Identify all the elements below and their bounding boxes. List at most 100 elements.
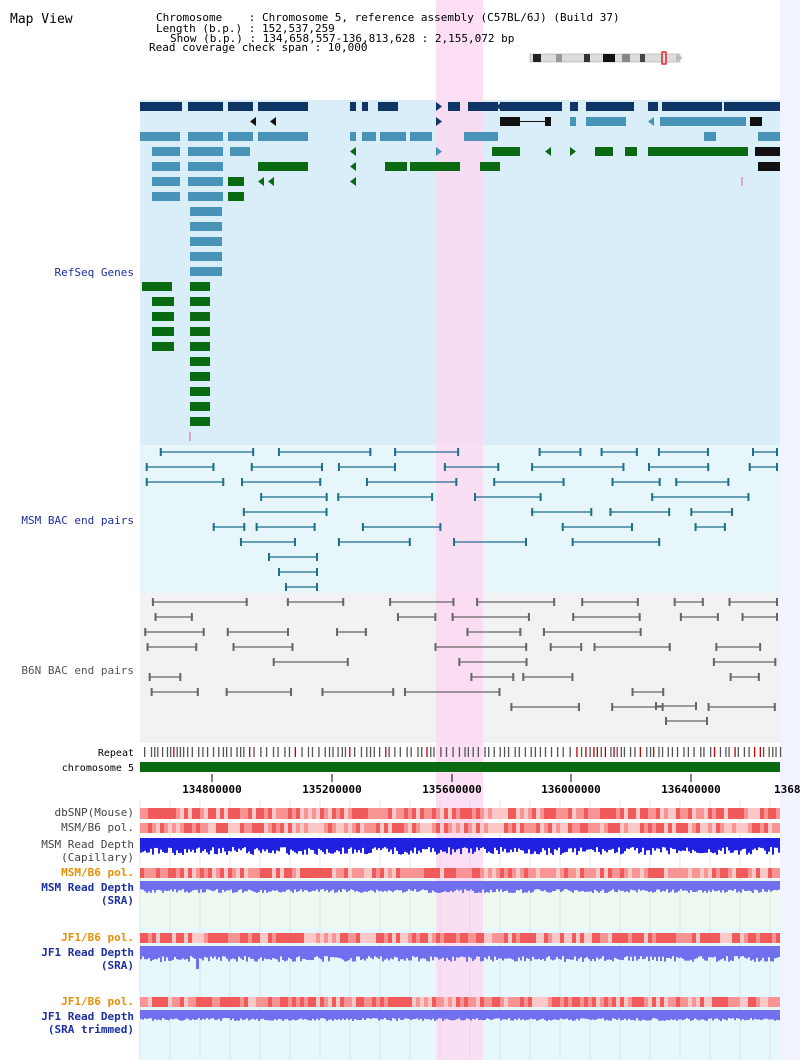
polymorphism-cell [176, 808, 180, 819]
msm-depth-sra-bar [224, 881, 226, 892]
polymorphism-cell [320, 997, 324, 1007]
msm-depth-sra-bar [364, 881, 366, 892]
polymorphism-cell [572, 808, 576, 819]
polymorphism-cell [412, 933, 416, 943]
gene-feature [378, 102, 398, 111]
msm-depth-capillary-bar [190, 838, 192, 852]
track-content[interactable] [140, 102, 782, 1021]
repeat-mark [557, 747, 559, 757]
polymorphism-cell [316, 868, 320, 878]
msm-depth-capillary-bar [448, 838, 450, 848]
jf1-depth-sra-bar [528, 946, 530, 959]
polymorphism-cell [492, 868, 496, 878]
jf1-depth-trimmed-bar [666, 1010, 668, 1020]
polymorphism-cell [264, 868, 268, 878]
gene-feature [188, 102, 223, 111]
jf1-depth-sra-bar [270, 946, 272, 960]
polymorphism-cell [552, 997, 556, 1007]
track-label-repeat[interactable]: Repeat [98, 748, 134, 759]
jf1-depth-trimmed-bar [248, 1010, 250, 1021]
gene-feature [190, 282, 210, 291]
polymorphism-cell [500, 933, 504, 943]
polymorphism-cell [348, 868, 352, 878]
msm-depth-capillary-bar [536, 838, 538, 854]
msm-depth-capillary-bar [480, 838, 482, 849]
msm-depth-sra-bar [366, 881, 368, 892]
repeat-mark [687, 747, 689, 757]
gene-feature [500, 117, 520, 126]
jf1-depth-sra-bar [554, 946, 556, 960]
polymorphism-cell [216, 933, 220, 943]
polymorphism-cell [676, 868, 680, 878]
jf1-depth-sra-bar [238, 946, 240, 957]
msm-depth-capillary-bar [262, 838, 264, 850]
track-label-jf1-b6-pol[interactable]: JF1/B6 pol. [61, 931, 134, 944]
gene-feature [190, 372, 210, 381]
msm-depth-sra-bar [624, 881, 626, 892]
msm-depth-sra-bar [666, 881, 668, 890]
b6n-bac-pair-end [572, 613, 575, 621]
polymorphism-cell [232, 823, 236, 833]
msm-depth-capillary-bar [614, 838, 616, 854]
polymorphism-cell [216, 808, 220, 819]
track-label-b6n-bac[interactable]: B6N BAC end pairs [21, 664, 134, 677]
msm-depth-sra-bar [264, 881, 266, 890]
polymorphism-cell [260, 808, 264, 819]
jf1-depth-trimmed-bar [560, 1010, 562, 1019]
msm-depth-sra-bar [290, 881, 292, 892]
polymorphism-cell [164, 997, 168, 1007]
msm-depth-sra-bar [570, 881, 572, 892]
jf1-depth-trimmed-bar [764, 1010, 766, 1019]
polymorphism-cell [724, 868, 728, 878]
polymorphism-cell [500, 823, 504, 833]
track-label-msm-b6-pol-sra[interactable]: MSM/B6 pol. [61, 866, 134, 879]
track-label-jf1-depth-trimmed[interactable]: JF1 Read Depth [41, 1010, 134, 1023]
msm-depth-sra-bar [438, 881, 440, 893]
selected-region-highlight[interactable] [436, 0, 483, 1060]
b6n-bac-pair-end [336, 628, 339, 636]
b6n-bac-pair-end [580, 643, 583, 651]
polymorphism-cell [240, 808, 244, 819]
track-label-dbsnp[interactable]: dbSNP(Mouse) [55, 806, 134, 819]
jf1-depth-trimmed-bar [368, 1010, 370, 1019]
b6n-bac-pair-end [759, 643, 762, 651]
msm-depth-sra-bar [682, 881, 684, 891]
track-label-jf1-b6-pol-trimmed[interactable]: JF1/B6 pol. [61, 995, 134, 1008]
msm-depth-capillary-bar [322, 838, 324, 853]
chromosome-ideogram[interactable] [529, 51, 683, 65]
polymorphism-cell [352, 868, 356, 878]
msm-depth-sra-bar [192, 881, 194, 891]
msm-depth-capillary-bar [292, 838, 294, 851]
b6n-bac-pair-end [342, 598, 345, 606]
repeat-mark [301, 747, 303, 757]
gene-feature [480, 162, 500, 171]
repeat-mark [294, 747, 296, 757]
msm-bac-pair-end [222, 478, 225, 486]
jf1-depth-sra-bar [698, 946, 700, 957]
track-label-jf1-depth-sra[interactable]: JF1 Read Depth [41, 946, 134, 959]
jf1-depth-trimmed-bar [496, 1010, 498, 1019]
polymorphism-cell [360, 868, 364, 878]
msm-depth-sra-bar [432, 881, 434, 891]
jf1-depth-trimmed-bar [682, 1010, 684, 1021]
jf1-depth-trimmed-bar [404, 1010, 406, 1019]
msm-depth-sra-bar [342, 881, 344, 890]
msm-depth-sra-bar [560, 881, 562, 893]
polymorphism-cell [440, 933, 444, 943]
track-label-refseq-genes[interactable]: RefSeq Genes [55, 266, 134, 279]
polymorphism-cell [212, 808, 216, 819]
msm-depth-sra-bar [212, 881, 214, 892]
track-label-msm-bac[interactable]: MSM BAC end pairs [21, 514, 134, 527]
track-label-msm-b6-pol[interactable]: MSM/B6 pol. [61, 821, 134, 834]
polymorphism-cell [284, 808, 288, 819]
polymorphism-cell [292, 997, 296, 1007]
msm-depth-capillary-bar [732, 838, 734, 853]
jf1-depth-sra-bar [416, 946, 418, 957]
polymorphism-cell [308, 868, 312, 878]
track-label-msm-depth-capillary[interactable]: MSM Read Depth [41, 838, 134, 851]
b6n-bac-pair-end [716, 613, 719, 621]
msm-depth-capillary-bar [460, 838, 462, 855]
jf1-depth-sra-bar [444, 946, 446, 962]
track-label-msm-depth-sra[interactable]: MSM Read Depth [41, 881, 134, 894]
